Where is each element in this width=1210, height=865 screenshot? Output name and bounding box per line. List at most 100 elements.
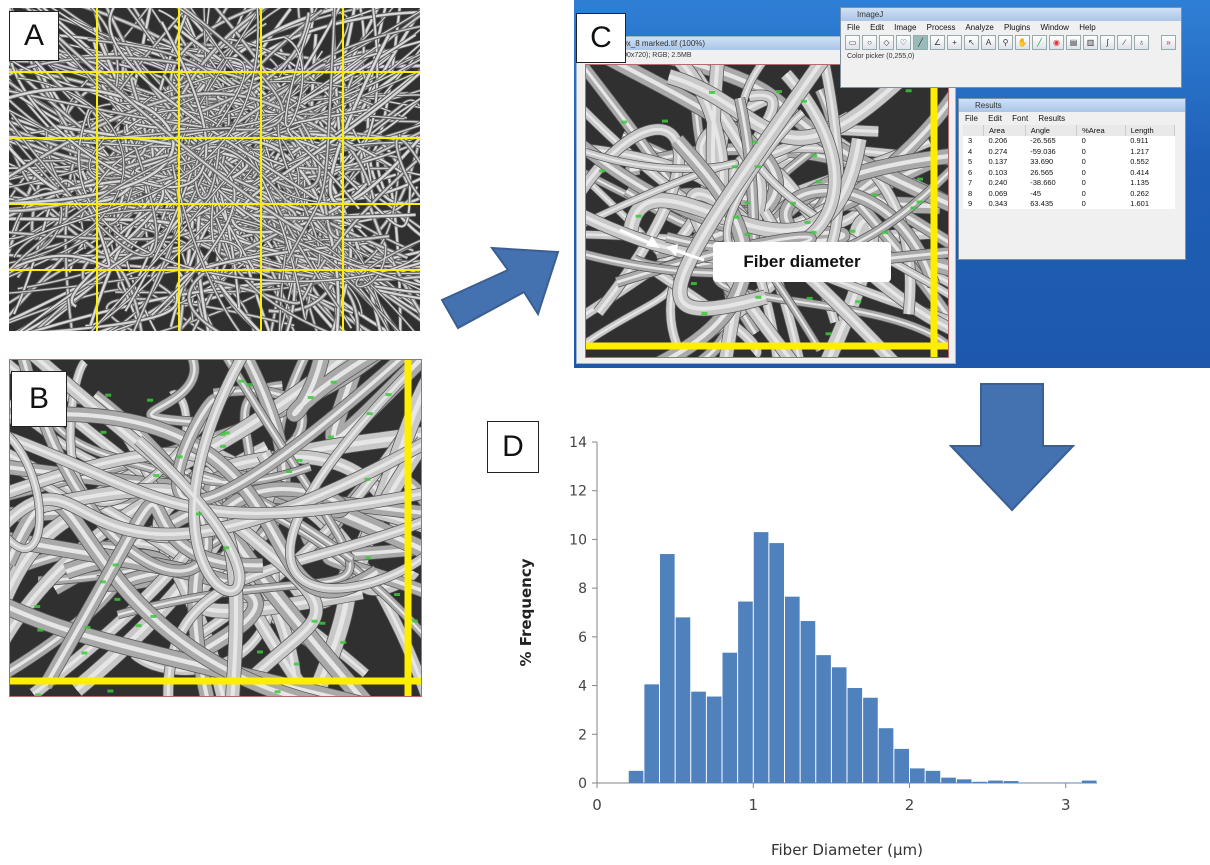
histogram-bar [1081,780,1097,783]
panel-label-b: B [11,371,67,427]
lut-tool-icon[interactable]: ▥ [1083,35,1098,50]
results-menu-edit[interactable]: Edit [988,114,1002,123]
histogram-bar [800,621,816,783]
stacks-tool-icon[interactable]: ▤ [1066,35,1081,50]
histogram-bar [878,728,894,783]
histogram-bar [753,532,769,783]
results-col-header: Area [983,125,1026,136]
results-cell: 63.435 [1030,199,1054,209]
results-row[interactable]: 9 0.343 63.435 0 1.601 [963,199,1175,210]
results-col-header: Length [1125,125,1176,136]
freehand-tool-icon[interactable]: ♡ [896,35,911,50]
results-cell: 0 [1081,167,1086,177]
histogram-bar [847,688,863,783]
brush-tool-icon[interactable]: ∫ [1100,35,1115,50]
results-menu-results[interactable]: Results [1038,114,1066,123]
angle-tool-icon[interactable]: ∠ [930,35,945,50]
panel-label-a: A [9,11,59,61]
y-tick-label: 4 [578,679,587,695]
y-tick-label: 12 [569,484,587,500]
oval-tool-icon[interactable]: ○ [862,35,877,50]
histogram-bar [738,601,753,783]
results-window: Results File Edit Font Results Area Angl… [958,98,1186,260]
results-cell: 0.069 [988,188,1008,198]
histogram-bar [816,655,831,783]
results-menubar: File Edit Font Results [959,112,1185,125]
menu-plugins[interactable]: Plugins [1004,23,1031,32]
histogram-bar [628,770,644,783]
menu-image[interactable]: Image [894,23,917,32]
menu-analyze[interactable]: Analyze [965,23,994,32]
histogram-bar [785,596,800,783]
histogram-bar [722,652,738,783]
image-window-info: ...3 inches (900x720); RGB; 2.5MB [583,52,692,59]
panel-label-c: C [576,13,626,63]
more-tools-icon[interactable]: » [1161,35,1176,50]
results-row[interactable]: 6 0.103 26.565 0 0.414 [963,167,1175,178]
menu-process[interactable]: Process [926,23,956,32]
results-cell: 0.206 [988,136,1008,146]
flow-arrow-down-icon [948,383,1076,512]
results-cell: 7 [968,178,973,188]
results-cell: 0.103 [988,167,1008,177]
results-cell: 33.690 [1030,157,1054,167]
histogram-bar [863,697,878,783]
histogram-bars [628,532,1097,783]
histogram-bar [706,696,722,783]
results-col-header: %Area [1076,125,1126,136]
menu-help[interactable]: Help [1079,23,1096,32]
results-cell: 1.601 [1130,199,1150,209]
polygon-tool-icon[interactable]: ◇ [879,35,894,50]
flood-fill-tool-icon[interactable]: ♁ [1134,35,1149,50]
x-tick-label: 0 [592,796,602,814]
results-col-header: Angle [1025,125,1078,136]
results-body: 3 0.206 -26.565 0 0.911 4 0.274 -59.036 0 1.217 5 0… [963,136,1175,210]
histogram-bar [644,684,659,783]
results-row[interactable]: 5 0.137 33.690 0 0.552 [963,157,1175,168]
zoom-tool-icon[interactable]: ⚲ [998,35,1013,50]
y-axis-label: % Frequency [517,558,535,666]
color-picker-icon[interactable]: ◉ [1049,35,1064,50]
y-tick-label: 0 [578,776,587,792]
line-tool-icon[interactable]: ╱ [913,35,928,50]
results-cell: 0.274 [988,146,1008,156]
x-axis-label: Fiber Diameter (µm) [771,841,923,859]
histogram-bar [910,768,925,783]
y-tick-label: 14 [569,435,587,451]
y-tick-label: 10 [569,532,587,548]
results-cell: 0 [1081,157,1086,167]
histogram-bar [660,554,675,783]
results-table: Area Angle %Area Length 3 0.206 -26.565 0 0.… [963,125,1176,210]
results-cell: 0 [1081,146,1086,156]
y-tick-label: 2 [578,727,587,743]
pencil-tool-icon[interactable]: ∕ [1117,35,1132,50]
hand-tool-icon[interactable]: ✋ [1015,35,1030,50]
menu-edit[interactable]: Edit [870,23,884,32]
results-row[interactable]: 7 0.240 -38.660 0 1.135 [963,178,1175,189]
fiber-diameter-callout: Fiber diameter [713,242,891,282]
results-cell: -26.565 [1030,136,1056,146]
text-tool-icon[interactable]: A [981,35,996,50]
results-cell: 6 [968,167,973,177]
results-menu-file[interactable]: File [965,114,978,123]
dropper-tool-icon[interactable]: ╱ [1032,35,1047,50]
results-row[interactable]: 8 0.069 -45 0 0.262 [963,188,1175,199]
histogram-bar [956,779,972,783]
imagej-main-window: ImageJ File Edit Image Process Analyze P… [840,7,1182,88]
menu-window[interactable]: Window [1040,23,1069,32]
menu-file[interactable]: File [847,23,860,32]
imagej-status: Color picker (0,255,0) [847,53,915,60]
results-cell: -59.036 [1030,146,1056,156]
histogram-bar [675,617,691,783]
results-row[interactable]: 3 0.206 -26.565 0 0.911 [963,136,1175,147]
flow-arrow-right-icon [440,246,560,330]
point-tool-icon[interactable]: + [947,35,962,50]
results-menu-font[interactable]: Font [1012,114,1029,123]
wand-tool-icon[interactable]: ↖ [964,35,979,50]
rectangle-tool-icon[interactable]: ▭ [845,35,860,50]
results-row[interactable]: 4 0.274 -59.036 0 1.217 [963,146,1175,157]
results-cell: 0 [1081,136,1086,146]
results-cell: 3 [968,136,973,146]
results-cell: 26.565 [1030,167,1054,177]
